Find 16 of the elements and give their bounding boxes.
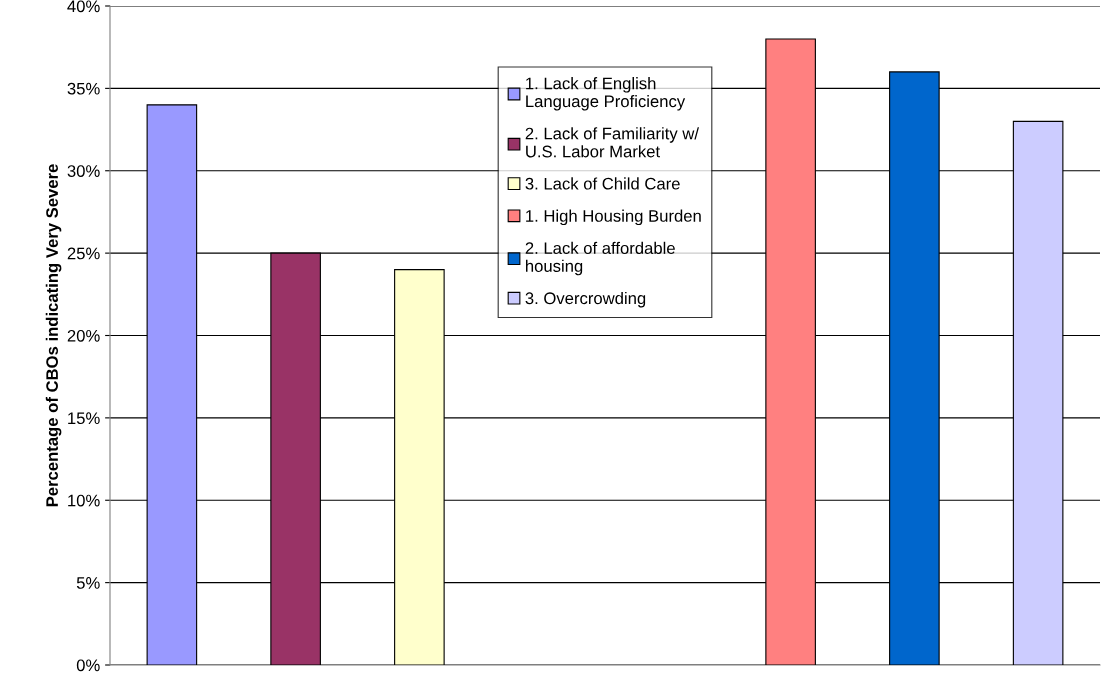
y-tick-label: 10% bbox=[68, 494, 100, 507]
legend-label: 1. Lack of English Language Proficiency bbox=[526, 77, 686, 111]
y-tick-label: 35% bbox=[67, 82, 100, 95]
legend-label: 3. Lack of Child Care bbox=[525, 177, 680, 190]
y-tick-label: 15% bbox=[68, 412, 100, 425]
legend-label: 2. Lack of affordable housing bbox=[525, 241, 675, 276]
y-tick-label: 25% bbox=[67, 247, 100, 260]
y-axis-title: Percentage of CBOs indicating Very Severe bbox=[45, 164, 62, 507]
y-tick-label: 40% bbox=[67, 0, 100, 13]
legend-label: 1. High Housing Burden bbox=[526, 209, 701, 226]
legend-label: 3. Overcrowding bbox=[525, 291, 646, 308]
y-tick-label: 0% bbox=[76, 659, 100, 672]
y-tick-label: 30% bbox=[67, 165, 100, 177]
y-tick-label: 20% bbox=[67, 329, 100, 342]
legend-label: 2. Lack of Familiarity w/ U.S. Labor Market bbox=[525, 127, 699, 158]
y-tick-label: 5% bbox=[76, 577, 100, 589]
